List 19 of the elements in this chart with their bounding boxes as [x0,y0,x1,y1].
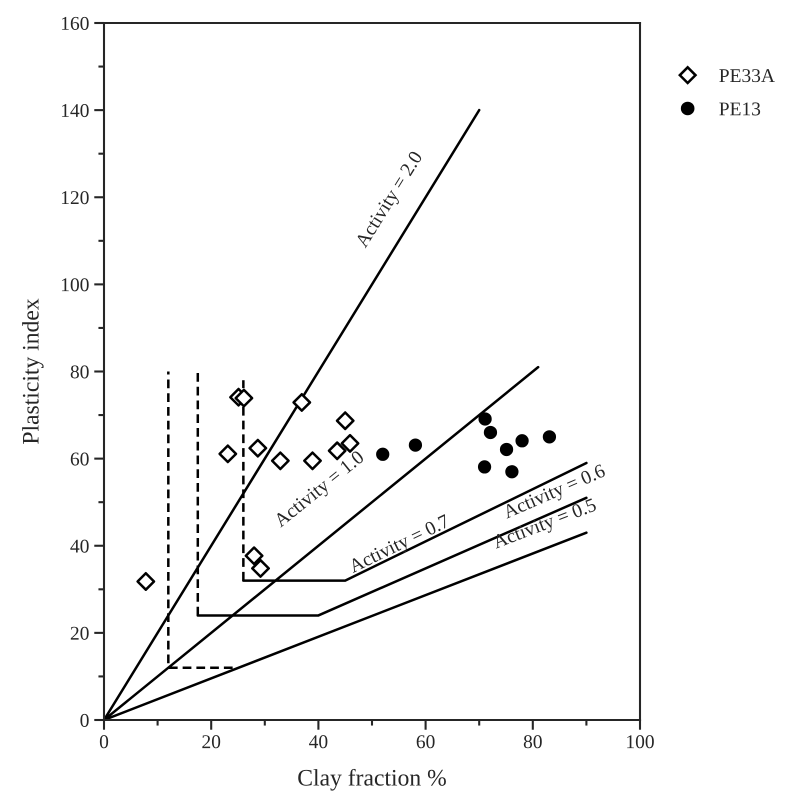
y-tick-label: 80 [70,365,89,378]
x-tick-label: 40 [309,735,328,748]
x-tick-label: 100 [627,735,654,748]
x-tick-label: 20 [202,735,220,748]
y-tick-label: 140 [62,104,89,118]
y-tick-label: 0 [80,714,89,727]
x-axis-title: Clay fraction % [298,768,446,791]
x-tick-label: 0 [100,735,108,748]
y-tick-label: 20 [70,626,89,640]
legend-label: PE13 [719,102,760,116]
x-tick-label: 60 [416,735,435,748]
y-axis-title: Plasticity index [22,298,44,444]
y-tick-label: 120 [62,191,89,204]
y-tick-label: 160 [62,16,89,30]
y-tick-label: 60 [70,452,89,466]
y-tick-label: 40 [70,540,89,553]
y-tick-label: 100 [62,278,89,292]
legend-label: PE33A [719,69,775,82]
x-tick-label: 80 [524,735,542,748]
